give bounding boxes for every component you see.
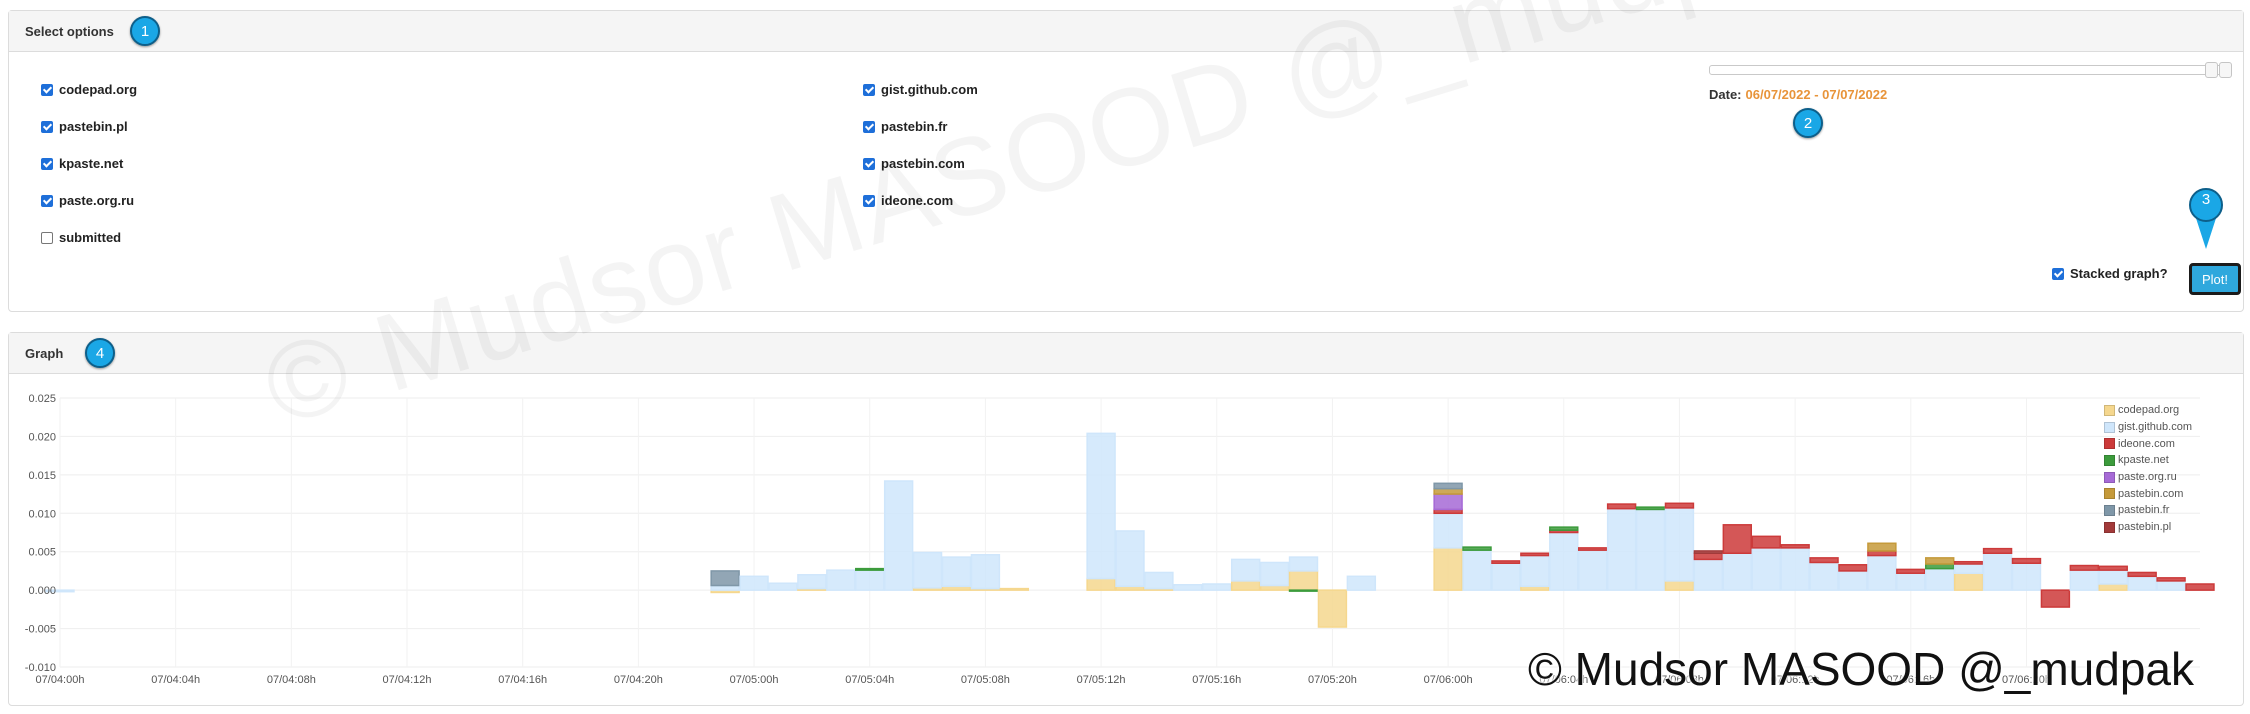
graph-panel-header: Graph 4 bbox=[9, 333, 2243, 374]
legend-swatch bbox=[2104, 521, 2115, 533]
options-panel-title: Select options bbox=[25, 24, 114, 39]
legend-label: pastebin.com bbox=[2118, 487, 2184, 500]
date-range-slider[interactable] bbox=[1709, 65, 2229, 75]
step-marker-3 bbox=[2189, 188, 2223, 249]
legend-label: pastebin.fr bbox=[2118, 504, 2170, 517]
legend-item: ideone.com bbox=[2104, 435, 2192, 452]
step-badge-1: 1 bbox=[130, 16, 160, 46]
options-panel-header: Select options 1 bbox=[9, 11, 2243, 52]
legend-swatch bbox=[2104, 488, 2115, 500]
legend-item: codepad.org bbox=[2104, 402, 2192, 419]
checkbox-box[interactable] bbox=[863, 83, 875, 96]
checkbox-box[interactable] bbox=[863, 194, 875, 207]
date-range-value: 06/07/2022 - 07/07/2022 bbox=[1745, 87, 1888, 102]
checkbox-label: kpaste.net bbox=[59, 156, 124, 171]
checkbox-box[interactable] bbox=[41, 83, 53, 96]
stacked-graph-label: Stacked graph? bbox=[2070, 266, 2168, 281]
checkbox-box[interactable] bbox=[41, 157, 53, 170]
plot-button[interactable]: Plot! bbox=[2189, 263, 2241, 295]
legend-label: ideone.com bbox=[2118, 437, 2175, 450]
legend-item: paste.org.ru bbox=[2104, 469, 2192, 486]
legend-item: pastebin.pl bbox=[2104, 519, 2192, 536]
step-badge-3: 3 bbox=[2201, 191, 2211, 208]
checkbox-label: submitted bbox=[59, 230, 122, 245]
checkbox-paste-org-ru[interactable]: paste.org.ru bbox=[41, 193, 134, 208]
date-label-text: Date: bbox=[1709, 87, 1742, 102]
checkbox-stacked-graph[interactable]: Stacked graph? bbox=[2052, 266, 2168, 281]
checkbox-gist-github[interactable]: gist.github.com bbox=[863, 82, 978, 97]
checkbox-label: pastebin.fr bbox=[881, 119, 948, 134]
options-panel: Select options 1 codepad.org pastebin.pl… bbox=[8, 10, 2244, 312]
legend-item: gist.github.com bbox=[2104, 419, 2192, 436]
legend-label: kpaste.net bbox=[2118, 454, 2169, 467]
checkbox-box[interactable] bbox=[863, 120, 875, 133]
legend-swatch bbox=[2104, 404, 2115, 416]
legend-label: pastebin.pl bbox=[2118, 521, 2172, 534]
legend-item: kpaste.net bbox=[2104, 452, 2192, 469]
checkbox-label: pastebin.com bbox=[881, 156, 965, 171]
checkbox-box[interactable] bbox=[41, 120, 53, 133]
graph-panel-title: Graph bbox=[25, 346, 64, 361]
date-slider-handle-start[interactable] bbox=[2205, 62, 2218, 78]
chart-legend: codepad.org gist.github.com ideone.com kpas… bbox=[2104, 402, 2192, 536]
checkbox-ideone[interactable]: ideone.com bbox=[863, 193, 953, 208]
legend-swatch bbox=[2104, 504, 2115, 516]
graph-panel: Graph 4 bbox=[8, 332, 2244, 706]
legend-item: pastebin.com bbox=[2104, 485, 2192, 502]
checkbox-label: paste.org.ru bbox=[59, 193, 135, 208]
checkbox-kpaste[interactable]: kpaste.net bbox=[41, 156, 123, 171]
checkbox-label: codepad.org bbox=[59, 82, 138, 97]
legend-swatch bbox=[2104, 471, 2115, 483]
checkbox-submitted[interactable]: submitted bbox=[41, 230, 121, 245]
checkbox-pastebin-fr[interactable]: pastebin.fr bbox=[863, 119, 947, 134]
legend-swatch bbox=[2104, 454, 2115, 466]
checkbox-box[interactable] bbox=[41, 231, 53, 244]
checkbox-box[interactable] bbox=[2052, 267, 2064, 280]
checkbox-pastebin-pl[interactable]: pastebin.pl bbox=[41, 119, 128, 134]
watermark-corner: © Mudsor MASOOD @_mudpak bbox=[1528, 643, 2195, 695]
checkbox-box[interactable] bbox=[41, 194, 53, 207]
checkbox-label: ideone.com bbox=[881, 193, 954, 208]
step-badge-4: 4 bbox=[85, 338, 115, 368]
checkbox-label: pastebin.pl bbox=[59, 119, 128, 134]
legend-item: pastebin.fr bbox=[2104, 502, 2192, 519]
step-badge-2: 2 bbox=[1793, 108, 1823, 138]
checkbox-label: gist.github.com bbox=[881, 82, 978, 97]
legend-swatch bbox=[2104, 421, 2115, 433]
date-range-label: Date: 06/07/2022 - 07/07/2022 bbox=[1709, 87, 1887, 102]
checkbox-pastebin-com[interactable]: pastebin.com bbox=[863, 156, 965, 171]
legend-swatch bbox=[2104, 438, 2115, 450]
date-slider-handle-end[interactable] bbox=[2219, 62, 2232, 78]
legend-label: gist.github.com bbox=[2118, 421, 2192, 434]
legend-label: codepad.org bbox=[2118, 404, 2180, 417]
checkbox-codepad[interactable]: codepad.org bbox=[41, 82, 137, 97]
checkbox-box[interactable] bbox=[863, 157, 875, 170]
legend-label: paste.org.ru bbox=[2118, 471, 2177, 484]
